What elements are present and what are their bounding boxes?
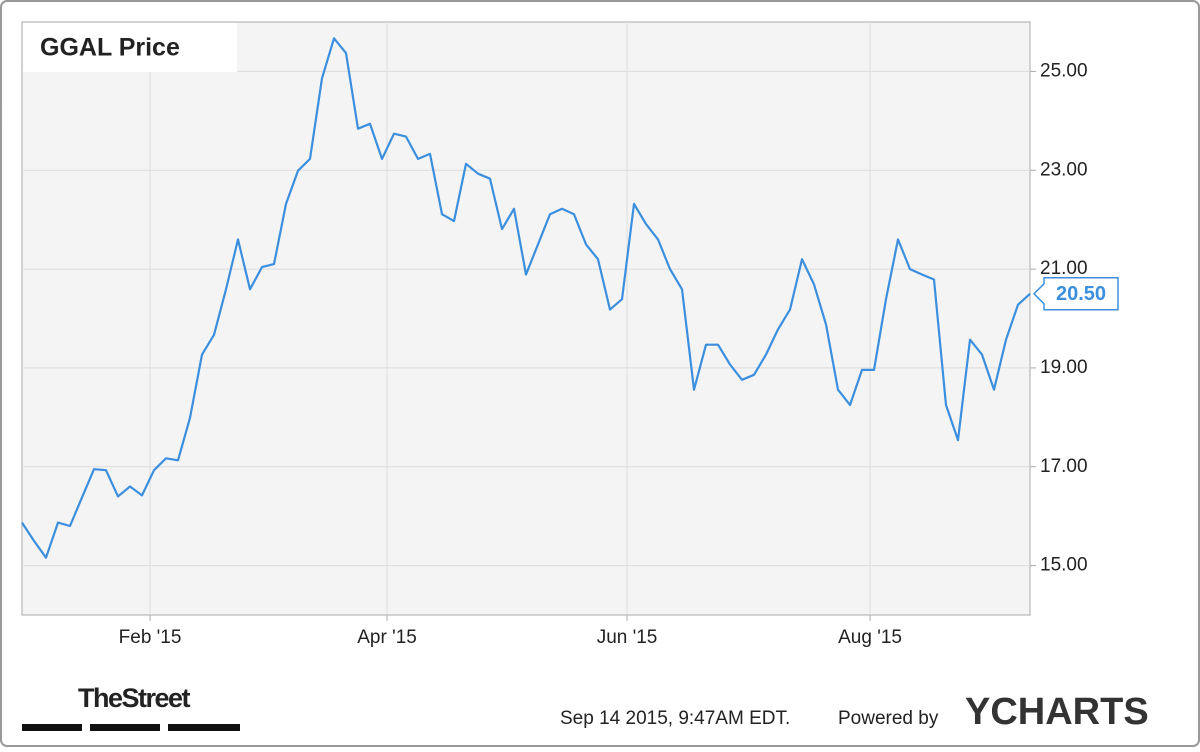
- last-value-label: 20.50: [1056, 283, 1106, 305]
- powered-by: Powered by: [838, 708, 939, 729]
- callout-box: [1032, 277, 1119, 311]
- logo-bar: [90, 724, 160, 731]
- plot-area: [21, 21, 1031, 616]
- y-tick-label: 17.00: [1040, 456, 1088, 477]
- brand: YCHARTS: [965, 691, 1149, 733]
- source-logo: TheStreet: [78, 683, 191, 713]
- y-tick-label: 25.00: [1040, 60, 1088, 81]
- chart-title: GGAL Price: [40, 34, 180, 62]
- x-tick-label: Apr '15: [357, 627, 417, 648]
- x-tick-label: Jun '15: [597, 627, 658, 648]
- title-box: [23, 23, 237, 72]
- y-tick-label: 19.00: [1040, 357, 1088, 378]
- timestamp: Sep 14 2015, 9:47AM EDT.: [560, 708, 790, 729]
- y-tick-label: 23.00: [1040, 159, 1088, 180]
- x-tick-label: Aug '15: [838, 627, 902, 648]
- x-tick-label: Feb '15: [119, 627, 182, 648]
- price-line: [21, 37, 1031, 559]
- logo-bar: [168, 724, 240, 731]
- logo-bar: [22, 724, 82, 731]
- y-tick-label: 15.00: [1040, 555, 1088, 576]
- y-tick-label: 21.00: [1040, 258, 1088, 279]
